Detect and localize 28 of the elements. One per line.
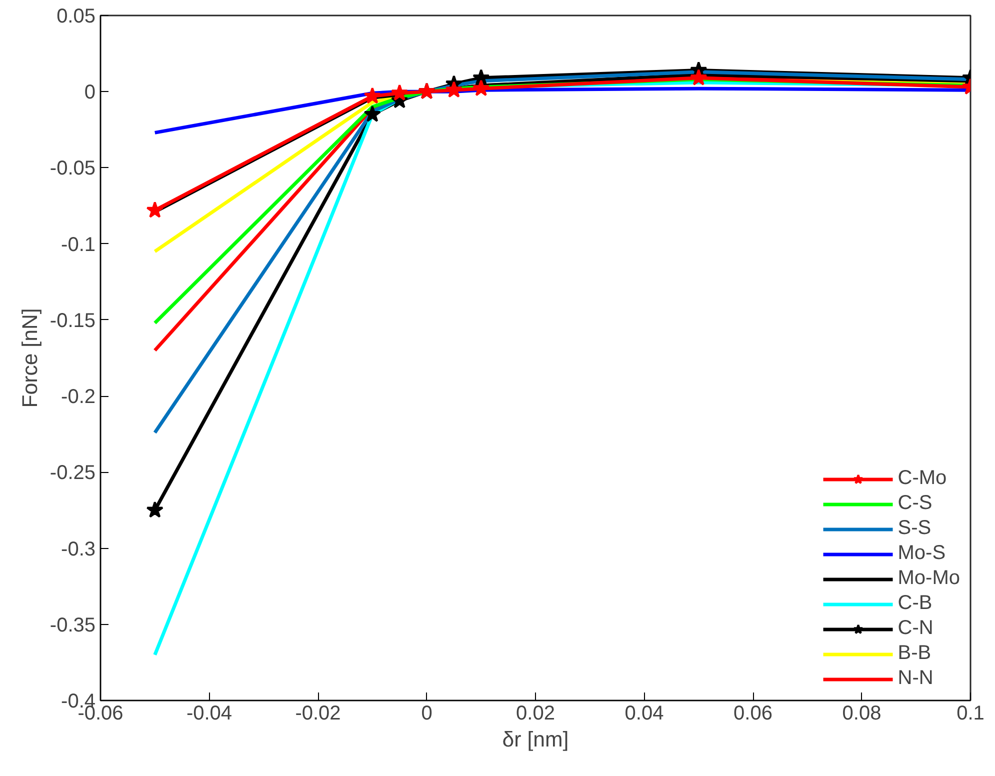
legend-label: B-B [898,642,932,665]
x-tick-label: 0 [421,702,432,724]
x-tick-label: 0.04 [624,702,664,724]
legend-label: C-B [898,592,932,615]
legend-label: C-S [898,492,932,515]
y-tick-label: -0.2 [61,386,96,408]
legend-label: N-N [898,667,934,690]
x-tick-label: 0.02 [516,702,555,724]
y-tick-label: -0.15 [50,310,96,332]
legend-label: S-S [898,517,932,540]
x-axis-title: δr [nm] [502,728,569,752]
y-tick-label: 0 [84,82,96,104]
y-tick-label: -0.35 [50,614,96,636]
x-tick-label: -0.04 [186,702,232,724]
y-tick-label: -0.3 [61,538,96,560]
y-tick-label: -0.1 [61,234,96,256]
x-tick-label: 0.08 [842,702,882,724]
x-tick-label: -0.02 [295,702,341,724]
y-axis-title: Force [nN] [18,308,42,408]
y-tick-label: -0.05 [50,158,96,180]
legend-label: Mo-Mo [898,567,960,590]
y-tick-label: 0.05 [56,6,96,28]
x-tick-label: 0.06 [734,702,772,724]
legend-label: C-N [898,617,934,640]
x-tick-label: 0.1 [956,702,984,724]
legend-label: Mo-S [898,542,946,565]
legend-label: C-Mo [898,467,947,490]
y-tick-label: -0.25 [50,462,96,484]
